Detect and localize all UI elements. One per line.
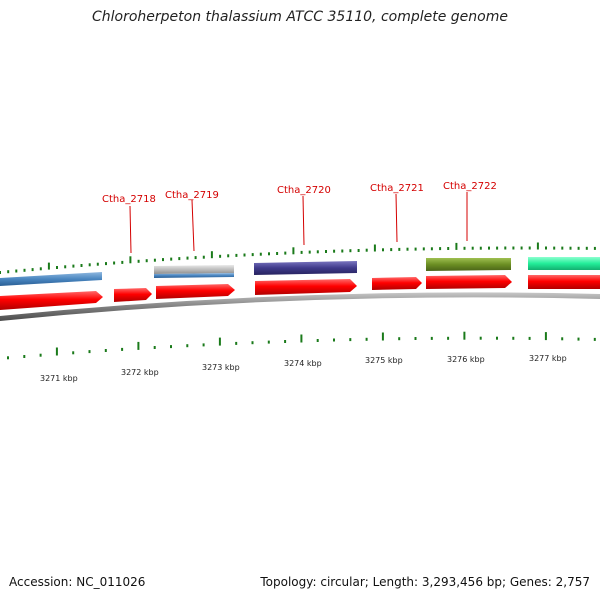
gene-arrow-1 [0, 291, 103, 310]
scale-label-3271: 3271 kbp [40, 374, 78, 383]
accession-text: Accession: NC_011026 [9, 575, 146, 589]
gene-label-Ctha_2722: Ctha_2722 [443, 181, 497, 192]
outer-feature-springgreen [528, 257, 600, 270]
gene-arrow-Ctha_2719 [156, 284, 235, 299]
outer-feature-grey [154, 265, 234, 278]
gene-callouts [129, 192, 468, 254]
gene-arrow-Ctha_2720 [255, 279, 357, 295]
outer-tick-marks [0, 242, 596, 274]
gene-label-Ctha_2719: Ctha_2719 [165, 190, 219, 201]
gene-label-Ctha_2720: Ctha_2720 [277, 185, 331, 196]
genome-summary-text: Topology: circular; Length: 3,293,456 bp… [260, 575, 590, 589]
scale-label-3276: 3276 kbp [447, 355, 485, 364]
outer-feature-blue [0, 272, 102, 286]
scale-label-3275: 3275 kbp [365, 356, 403, 365]
outer-feature-olive [426, 258, 511, 271]
scale-tick-marks [7, 331, 596, 360]
gene-arrow-7 [528, 275, 600, 289]
gene-label-Ctha_2718: Ctha_2718 [102, 194, 156, 205]
gene-arrow-Ctha_2721 [372, 277, 422, 290]
gene-label-Ctha_2721: Ctha_2721 [370, 183, 424, 194]
scale-label-3274: 3274 kbp [284, 359, 322, 368]
genome-title: Chloroherpeton thalassium ATCC 35110, co… [92, 9, 508, 25]
genome-backbone [0, 292, 600, 321]
scale-label-3273: 3273 kbp [202, 363, 240, 372]
outer-feature-darkblue [254, 261, 357, 275]
gene-arrow-Ctha_2722 [426, 275, 512, 289]
gene-arrow-Ctha_2718 [114, 288, 152, 302]
scale-label-3277: 3277 kbp [529, 354, 567, 363]
scale-label-3272: 3272 kbp [121, 368, 159, 377]
